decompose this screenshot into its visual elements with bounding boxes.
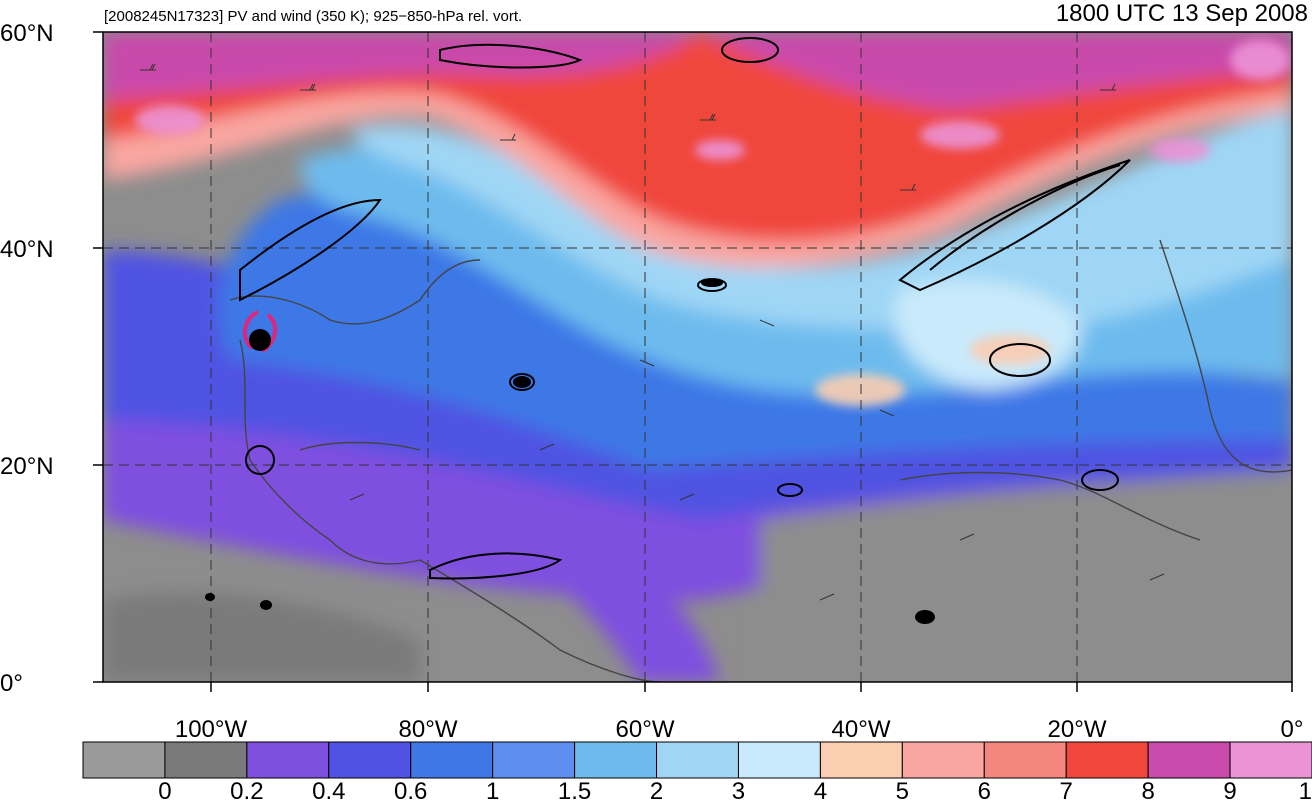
- lon-label-80w: 80°W: [398, 716, 458, 743]
- map-subtitle: [2008245N17323] PV and wind (350 K); 925…: [104, 8, 523, 25]
- colorbar-swatch: [82, 741, 166, 779]
- lat-label-20n: 20°N: [0, 453, 54, 480]
- colorbar-swatch: [328, 741, 412, 779]
- colorbar-swatch: [492, 741, 576, 779]
- colorbar-tick-label: 0.4: [312, 778, 346, 805]
- colorbar-swatch: [737, 741, 821, 779]
- colorbar-swatch: [246, 741, 330, 779]
- colorbar-swatch: [164, 741, 248, 779]
- lon-label-40w: 40°W: [831, 716, 891, 743]
- map-frame: [102, 31, 1293, 683]
- coastlines: [229, 239, 1292, 682]
- lat-label-60n: 60°N: [0, 20, 54, 47]
- graticule: [103, 32, 1292, 682]
- colorbar-swatch: [983, 741, 1067, 779]
- colorbar-swatch: [819, 741, 903, 779]
- colorbar-tick-label: 6: [977, 778, 991, 805]
- colorbar-tick-label: 5: [895, 778, 910, 805]
- wind-barbs: [140, 63, 1165, 601]
- lat-label-40n: 40°N: [0, 236, 54, 263]
- colorbar-swatch: [656, 741, 739, 779]
- colorbar-tick-label: 8: [1141, 778, 1155, 805]
- colorbar-tick-label: 1.5: [557, 778, 592, 805]
- colorbar-swatch: [901, 741, 985, 779]
- lon-label-0: 0°: [1280, 716, 1304, 743]
- lat-label-0: 0°: [0, 670, 23, 697]
- vorticity-maxima: [205, 279, 935, 624]
- axis-ticks: [93, 31, 1293, 692]
- colorbar-swatch: [574, 741, 658, 779]
- lon-label-100w: 100°W: [174, 716, 248, 743]
- colorbar-tick-label: 0: [158, 778, 172, 805]
- colorbar-tick-label: 1: [485, 778, 500, 805]
- colorbar-tick-label: 7: [1059, 778, 1073, 805]
- colorbar-tick-label: 0.6: [394, 778, 428, 805]
- pv-field: [103, 32, 1292, 682]
- colorbar-tick-label: 4: [813, 778, 828, 805]
- colorbar-tick-label: 2: [649, 778, 664, 805]
- colorbar-tick-label: 3: [731, 778, 746, 805]
- colorbar-swatch: [410, 741, 494, 779]
- lon-label-20w: 20°W: [1047, 716, 1107, 743]
- vorticity-contours: [239, 37, 1131, 580]
- lon-label-60w: 60°W: [615, 716, 675, 743]
- colorbar-swatch: [1065, 741, 1149, 779]
- hurricane-symbol-icon: [242, 310, 278, 353]
- colorbar-swatch: [1147, 741, 1231, 779]
- colorbar-tick-label: 10: [1298, 778, 1312, 805]
- map-timestamp: 1800 UTC 13 Sep 2008: [1055, 0, 1308, 27]
- colorbar-tick-label: 0.2: [230, 778, 264, 805]
- colorbar-tick-label: 9: [1223, 778, 1237, 805]
- colorbar-swatch: [1229, 741, 1312, 779]
